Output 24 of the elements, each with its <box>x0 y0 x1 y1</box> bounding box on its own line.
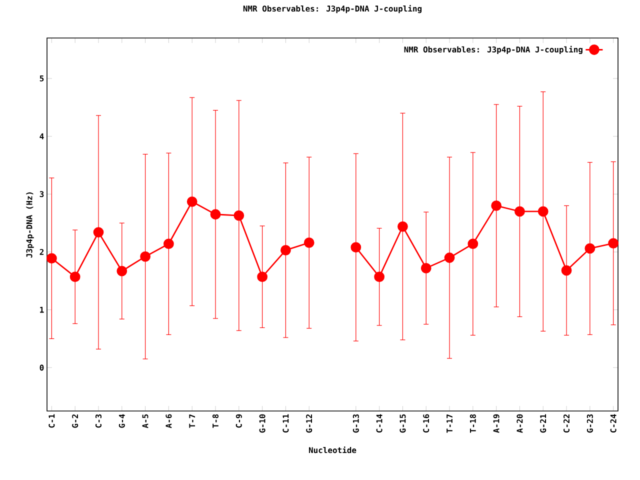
point <box>491 200 502 211</box>
point <box>210 209 221 220</box>
point <box>257 272 268 282</box>
point <box>93 227 104 238</box>
point <box>140 251 150 262</box>
point <box>350 242 362 253</box>
point <box>280 245 291 256</box>
point <box>514 206 525 217</box>
point <box>608 238 619 248</box>
point <box>398 221 408 232</box>
point <box>116 266 128 276</box>
point <box>163 238 174 250</box>
point <box>561 265 572 276</box>
point <box>46 253 57 264</box>
point <box>186 196 198 207</box>
point <box>538 206 548 217</box>
point <box>584 243 596 254</box>
point <box>444 252 455 263</box>
point <box>234 210 244 221</box>
point <box>304 238 314 248</box>
point <box>70 272 80 282</box>
point <box>468 238 478 250</box>
point <box>374 272 385 282</box>
point <box>420 262 432 274</box>
